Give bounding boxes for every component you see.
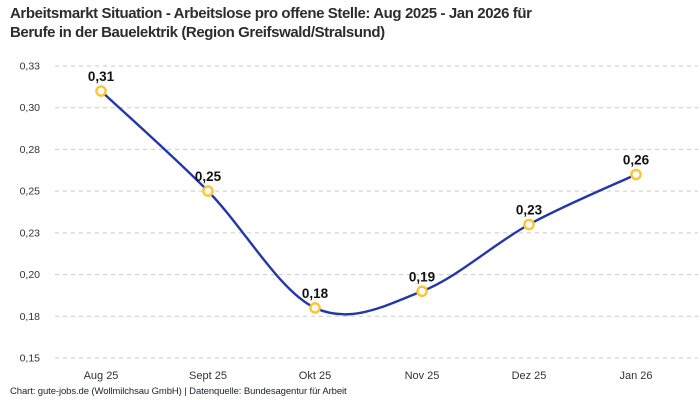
x-tick-label: Sept 25: [189, 370, 227, 382]
x-tick-label: Okt 25: [299, 370, 331, 382]
source-note: Chart: gute-jobs.de (Wollmilchsau GmbH) …: [10, 386, 347, 397]
data-point-label: 0,19: [409, 269, 435, 284]
data-point-label: 0,23: [516, 203, 543, 218]
y-tick-label: 0,23: [20, 227, 41, 239]
data-point-marker: [309, 302, 321, 314]
y-tick-label: 0,33: [20, 61, 41, 73]
data-point-label: 0,25: [195, 169, 222, 184]
data-point-marker: [630, 168, 642, 181]
data-point-marker: [202, 185, 214, 197]
y-tick-label: 0,15: [20, 353, 41, 365]
data-point-label: 0,26: [623, 153, 650, 168]
x-tick-label: Aug 25: [84, 370, 119, 382]
y-tick-label: 0,28: [20, 144, 41, 156]
y-tick-label: 0,30: [20, 102, 41, 114]
y-tick-label: 0,25: [20, 186, 41, 198]
x-tick-label: Nov 25: [405, 370, 440, 382]
data-point-marker: [416, 285, 428, 298]
y-tick-label: 0,18: [20, 311, 41, 323]
chart-title: Arbeitsmarkt Situation - Arbeitslose pro…: [10, 4, 532, 42]
y-tick-label: 0,20: [20, 269, 41, 281]
x-tick-label: Jan 26: [619, 370, 652, 382]
chart-title-line2: Berufe in der Bauelektrik (Region Greifs…: [10, 24, 385, 41]
data-point-marker: [523, 218, 535, 231]
data-point-label: 0,31: [88, 69, 115, 84]
data-point-label: 0,18: [302, 286, 329, 301]
x-tick-label: Dez 25: [512, 370, 547, 382]
series-line: [99, 89, 638, 316]
chart-title-line1: Arbeitsmarkt Situation - Arbeitslose pro…: [10, 5, 532, 22]
data-point-marker: [95, 85, 107, 97]
